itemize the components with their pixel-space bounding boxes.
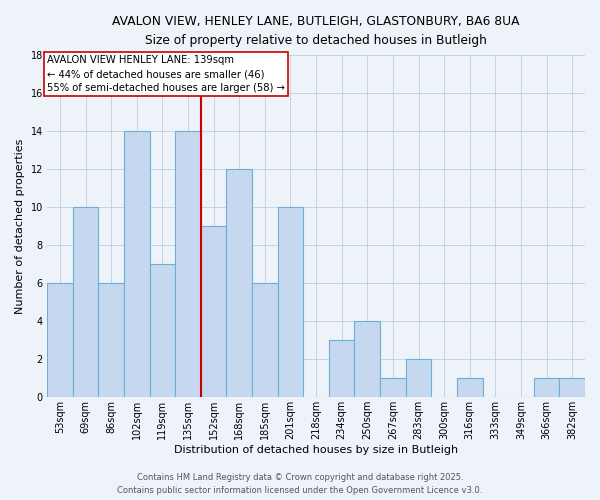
- Bar: [226, 169, 252, 398]
- Bar: [457, 378, 482, 398]
- Bar: [73, 207, 98, 398]
- Bar: [149, 264, 175, 398]
- Bar: [559, 378, 585, 398]
- Bar: [98, 283, 124, 398]
- Bar: [252, 283, 278, 398]
- Text: Contains HM Land Registry data © Crown copyright and database right 2025.
Contai: Contains HM Land Registry data © Crown c…: [118, 474, 482, 495]
- Bar: [124, 131, 149, 398]
- Bar: [47, 283, 73, 398]
- Title: AVALON VIEW, HENLEY LANE, BUTLEIGH, GLASTONBURY, BA6 8UA
Size of property relati: AVALON VIEW, HENLEY LANE, BUTLEIGH, GLAS…: [112, 15, 520, 47]
- Bar: [380, 378, 406, 398]
- Bar: [355, 322, 380, 398]
- Bar: [278, 207, 303, 398]
- Bar: [534, 378, 559, 398]
- Text: AVALON VIEW HENLEY LANE: 139sqm
← 44% of detached houses are smaller (46)
55% of: AVALON VIEW HENLEY LANE: 139sqm ← 44% of…: [47, 55, 285, 93]
- Bar: [175, 131, 201, 398]
- Bar: [329, 340, 355, 398]
- Y-axis label: Number of detached properties: Number of detached properties: [15, 138, 25, 314]
- Bar: [406, 360, 431, 398]
- Bar: [201, 226, 226, 398]
- X-axis label: Distribution of detached houses by size in Butleigh: Distribution of detached houses by size …: [174, 445, 458, 455]
